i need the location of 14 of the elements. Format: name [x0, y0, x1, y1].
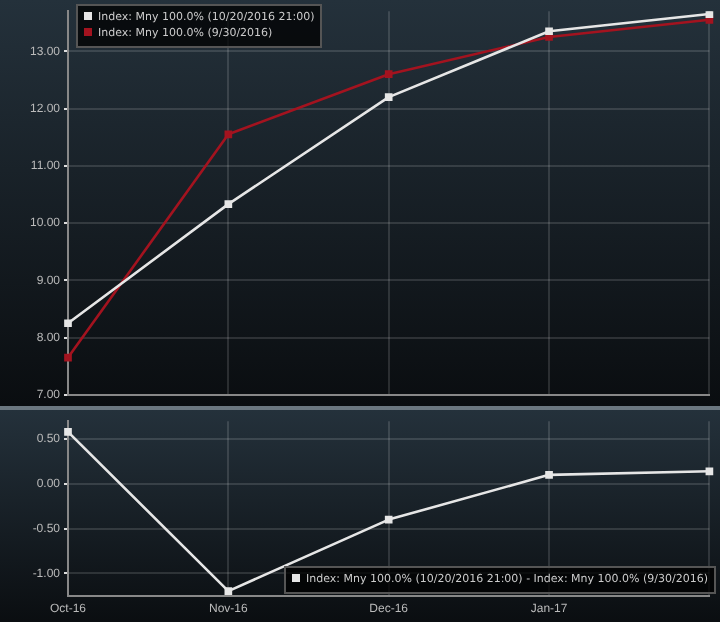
point [64, 319, 72, 328]
point [705, 11, 714, 18]
point [384, 93, 393, 101]
point [64, 353, 72, 362]
point [545, 27, 553, 36]
point [224, 200, 233, 208]
point [545, 33, 553, 41]
point [224, 130, 233, 139]
point [705, 467, 714, 476]
point [545, 471, 553, 479]
point [64, 428, 72, 436]
point [384, 515, 393, 524]
point [224, 587, 233, 595]
point [384, 70, 393, 79]
